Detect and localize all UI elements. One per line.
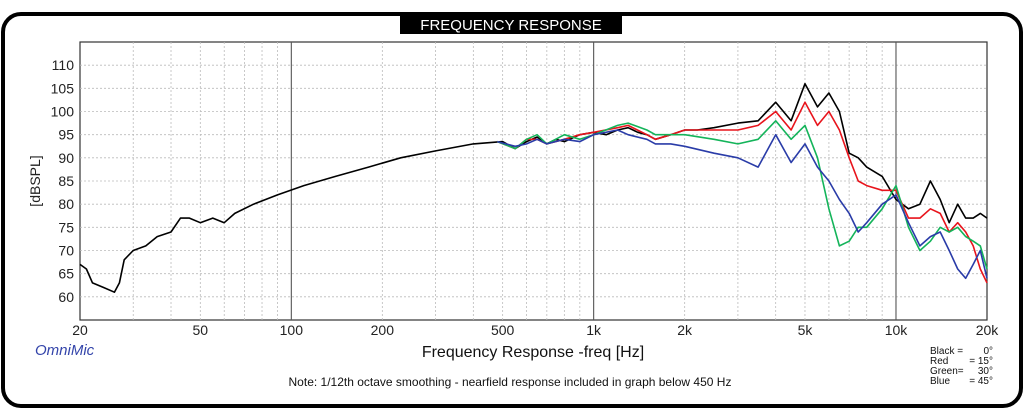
- x-tick-label: 500: [491, 322, 515, 338]
- smoothing-note: Note: 1/12th octave smoothing - nearfiel…: [289, 375, 732, 389]
- y-tick-label: 105: [51, 80, 75, 96]
- title-bar: [400, 14, 622, 34]
- legend-angle: 0°: [983, 346, 993, 357]
- series-line-3: [497, 129, 988, 280]
- y-axis-label: [dBSPL]: [27, 155, 43, 206]
- legend-label: Black =: [930, 346, 963, 357]
- y-tick-labels: 60 65 70 75 80 85 90 95 100 105 110: [51, 57, 75, 305]
- series-lines: [79, 82, 988, 293]
- x-axis-label: Frequency Response -freq [Hz]: [422, 344, 644, 361]
- panel-title: FREQUENCY RESPONSE: [420, 17, 601, 34]
- x-tick-label: 50: [193, 322, 209, 338]
- y-tick-label: 75: [58, 219, 74, 235]
- y-tick-label: 100: [51, 104, 75, 120]
- x-tick-labels: 20 50 100 200 500 1k 2k 5k 10k 20k: [72, 322, 999, 338]
- legend-label: Green=: [930, 366, 964, 377]
- x-tick-label: 10k: [885, 322, 909, 338]
- y-tick-label: 70: [58, 243, 74, 259]
- x-tick-label: 20: [72, 322, 88, 338]
- x-tick-label: 20k: [976, 322, 1000, 338]
- legend-label: Red: [930, 356, 948, 367]
- legend-angle: = 45°: [969, 376, 993, 387]
- x-tick-label: 200: [371, 322, 395, 338]
- x-tick-label: 1k: [586, 322, 602, 338]
- x-tick-label: 100: [280, 322, 304, 338]
- grid: [80, 42, 987, 320]
- x-tick-label: 5k: [798, 322, 814, 338]
- y-tick-label: 110: [52, 57, 75, 73]
- legend-angle: = 15°: [969, 356, 993, 367]
- legend: Black = 0° Red = 15° Green= 30° Blue = 45°: [930, 346, 993, 387]
- legend-label: Blue: [930, 376, 950, 387]
- x-tick-label: 2k: [677, 322, 693, 338]
- y-tick-label: 60: [58, 289, 74, 305]
- y-tick-label: 80: [58, 196, 74, 212]
- y-tick-label: 85: [58, 173, 74, 189]
- series-line-1: [497, 101, 988, 284]
- y-tick-label: 90: [58, 150, 74, 166]
- y-tick-label: 65: [58, 266, 74, 282]
- y-tick-label: 95: [58, 127, 74, 143]
- series-line-2: [497, 120, 988, 270]
- brand-logo: OmniMic: [35, 342, 95, 359]
- legend-angle: 30°: [978, 366, 993, 377]
